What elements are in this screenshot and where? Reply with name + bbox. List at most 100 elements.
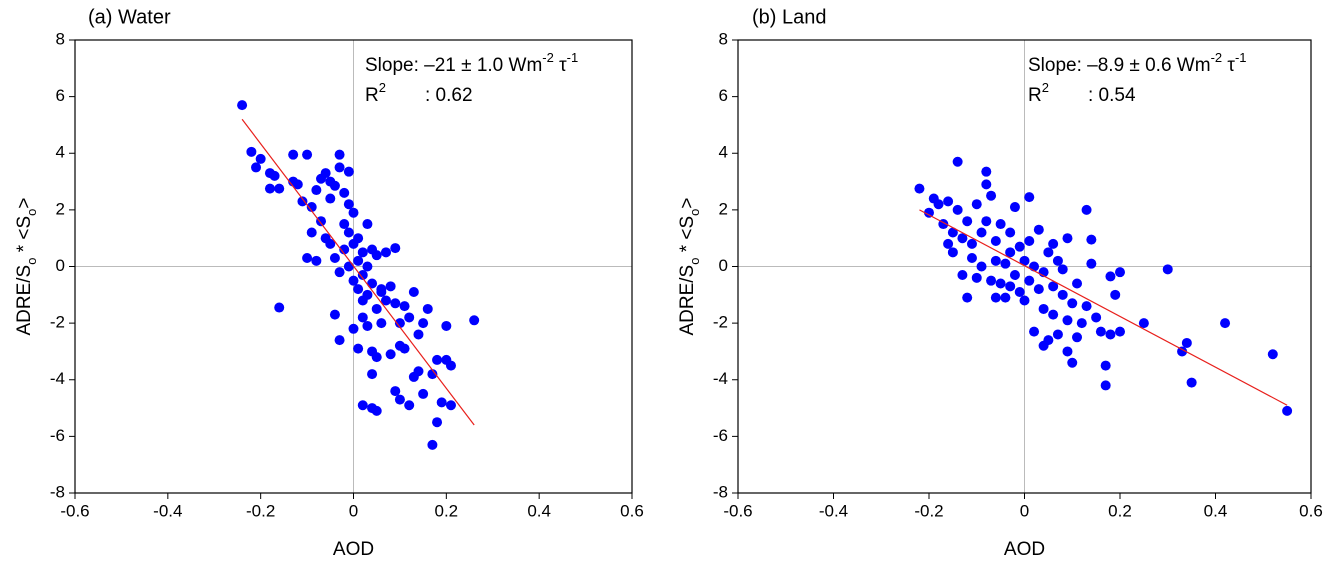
data-point <box>418 388 429 399</box>
data-point <box>981 216 992 227</box>
data-point <box>413 366 424 377</box>
data-point <box>339 187 350 198</box>
data-point <box>422 303 433 314</box>
data-point <box>924 207 934 218</box>
data-point <box>1014 286 1025 297</box>
data-point <box>251 162 262 173</box>
data-point <box>274 183 285 194</box>
data-point <box>1062 233 1073 244</box>
data-point <box>390 298 401 309</box>
y-tick-label: -2 <box>713 313 728 332</box>
data-point <box>353 284 364 295</box>
data-point <box>1009 202 1020 213</box>
data-point <box>976 227 987 238</box>
data-point <box>1105 329 1116 340</box>
data-point <box>1005 281 1016 292</box>
data-point <box>418 318 429 329</box>
data-point <box>325 193 336 204</box>
data-point <box>339 219 350 230</box>
data-point <box>1038 340 1049 351</box>
data-point <box>943 196 954 207</box>
data-point <box>914 183 925 194</box>
data-point <box>1033 224 1044 235</box>
r2-annotation: R2 <box>1028 80 1049 106</box>
data-point <box>1081 301 1092 312</box>
x-tick-label: -0.6 <box>723 501 752 520</box>
data-point <box>302 149 313 160</box>
y-tick-label: 0 <box>56 256 65 275</box>
y-tick-label: 2 <box>719 199 728 218</box>
r2-annotation-part: 2 <box>379 80 386 95</box>
data-point <box>1067 298 1078 309</box>
r2-annotation-part: 2 <box>1042 80 1049 95</box>
data-point <box>408 286 419 297</box>
data-point <box>380 295 391 306</box>
data-point <box>311 255 322 266</box>
data-point <box>990 236 1001 247</box>
data-point <box>320 168 331 179</box>
data-point <box>1009 269 1020 280</box>
data-point <box>297 196 308 207</box>
data-point <box>1052 255 1063 266</box>
data-point <box>343 227 354 238</box>
y-tick-label: -8 <box>713 482 728 501</box>
data-point <box>334 335 345 346</box>
y-axis-label-part: o <box>687 209 702 216</box>
data-point <box>353 233 364 244</box>
y-axis-label-part: * <S <box>677 216 698 258</box>
data-point <box>269 170 280 181</box>
slope-annotation-part: -2 <box>542 50 554 65</box>
y-tick-label: 4 <box>719 143 728 162</box>
x-tick-label: 0 <box>1020 501 1029 520</box>
data-point <box>246 146 257 157</box>
data-point <box>306 202 317 213</box>
fit-line <box>919 209 1288 406</box>
data-point <box>986 190 997 201</box>
data-point <box>376 318 387 329</box>
plot-frame <box>737 39 1312 494</box>
data-point <box>325 238 336 249</box>
data-point <box>413 329 424 340</box>
data-point <box>1072 332 1083 343</box>
data-point <box>1005 247 1016 258</box>
data-point <box>966 238 977 249</box>
data-point <box>445 400 456 411</box>
data-point <box>1086 234 1097 245</box>
r2-annotation: R2 <box>365 80 386 106</box>
data-point <box>1024 192 1035 203</box>
data-point <box>362 219 373 230</box>
x-tick-label: -0.4 <box>153 501 182 520</box>
data-point <box>1220 318 1231 329</box>
data-point <box>1000 292 1011 303</box>
x-tick-label: 0.6 <box>620 501 644 520</box>
data-point <box>385 349 396 360</box>
y-tick-label: -6 <box>713 426 728 445</box>
data-point <box>981 166 992 177</box>
data-point <box>1177 346 1188 357</box>
data-point <box>971 272 982 283</box>
data-point <box>990 255 1001 266</box>
y-tick-label: 8 <box>56 29 65 48</box>
data-point <box>264 183 275 194</box>
y-axis-label: ADRE/So * <So> <box>14 197 39 335</box>
data-point <box>371 250 382 261</box>
data-point <box>1181 337 1192 348</box>
x-tick-label: 0.6 <box>1299 501 1323 520</box>
data-point <box>995 278 1006 289</box>
data-point <box>357 400 368 411</box>
y-tick-label: -8 <box>50 482 65 501</box>
y-axis-label-part: o <box>24 258 39 265</box>
data-point <box>1019 255 1030 266</box>
plot-frame <box>74 39 633 494</box>
y-tick-label: 6 <box>719 86 728 105</box>
data-point <box>311 185 322 196</box>
data-point <box>237 100 248 111</box>
slope-annotation-part: τ <box>554 55 567 76</box>
data-point <box>976 261 987 272</box>
data-point <box>957 269 968 280</box>
y-axis-label-part: > <box>14 197 35 208</box>
data-point <box>329 253 340 264</box>
data-point <box>1038 303 1049 314</box>
data-point <box>1062 346 1073 357</box>
